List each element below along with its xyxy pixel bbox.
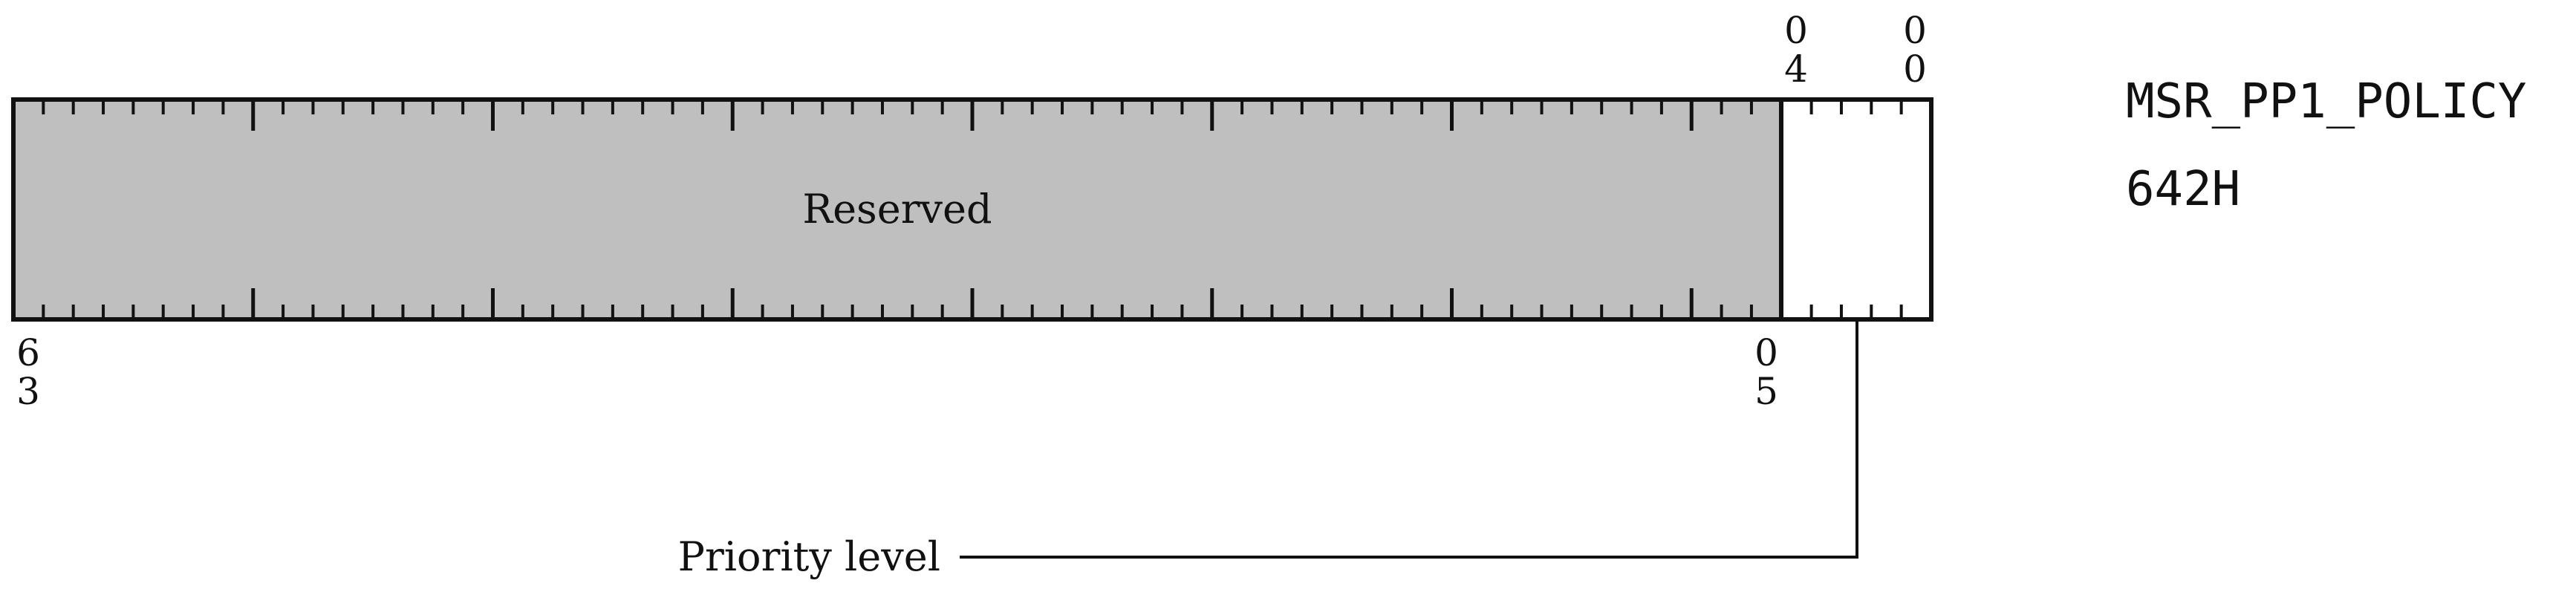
bit-label-top-left-lo: 4 <box>1784 48 1808 91</box>
bit-label-bottom-right-hi: 0 <box>1754 331 1778 374</box>
bit-tick-marks <box>42 100 1903 319</box>
reserved-field-label: Reserved <box>802 186 992 232</box>
bit-label-top-right-hi: 0 <box>1903 9 1927 52</box>
bit-label-bottom-left-lo: 3 <box>16 370 40 413</box>
bit-label-top-left-hi: 0 <box>1784 9 1808 52</box>
register-name: MSR_PP1_POLICY <box>2126 74 2526 129</box>
priority-level-leader-line <box>960 319 1858 559</box>
priority-field-box <box>1779 97 1933 322</box>
reserved-field-box <box>11 97 1783 322</box>
bit-label-top-right-lo: 0 <box>1903 48 1927 91</box>
bit-label-bottom-left-hi: 6 <box>16 331 40 374</box>
register-address: 642H <box>2126 162 2240 217</box>
bit-label-bottom-right-lo: 5 <box>1754 370 1778 413</box>
priority-level-label: Priority level <box>678 533 940 580</box>
